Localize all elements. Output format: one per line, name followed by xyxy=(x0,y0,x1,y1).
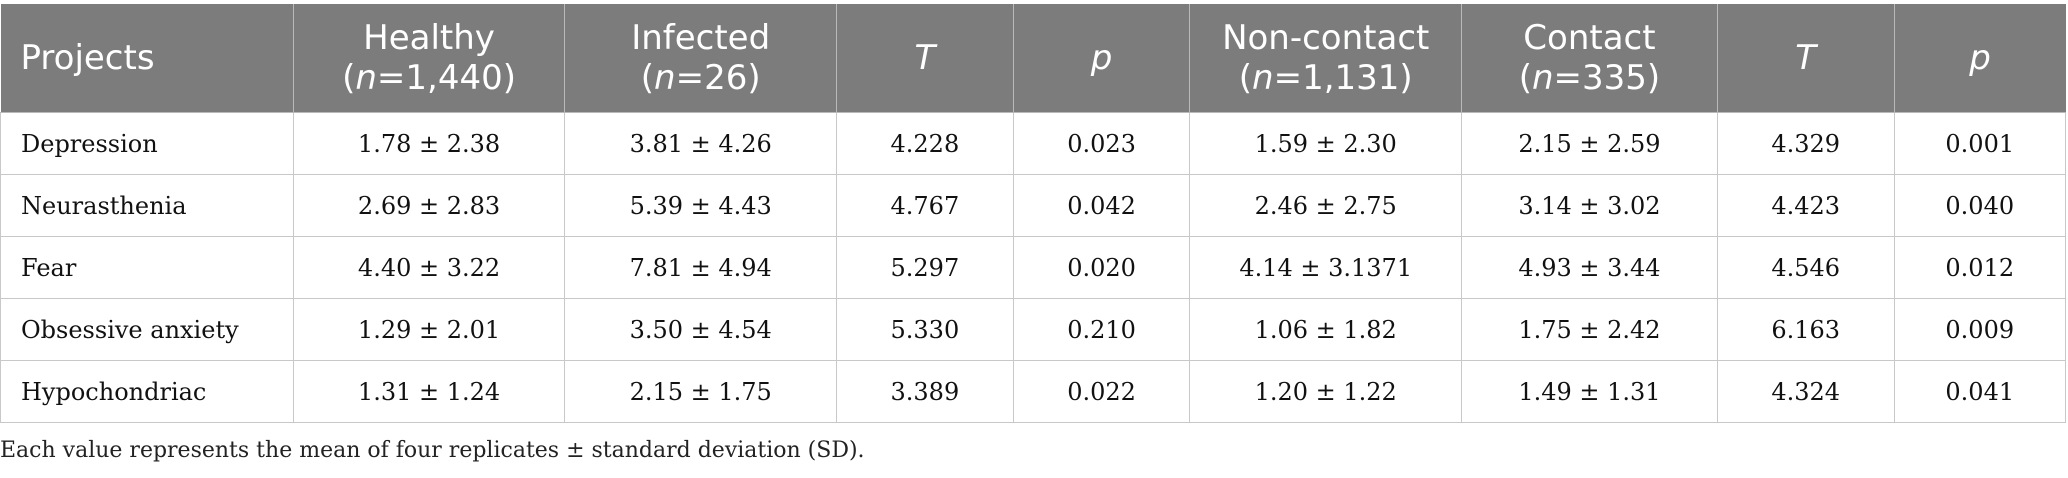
table-footnote: Each value represents the mean of four r… xyxy=(0,438,865,463)
cell-t2: 4.329 xyxy=(1717,112,1895,175)
header-t-2: T xyxy=(1717,4,1895,113)
cell-p1: 0.022 xyxy=(1013,360,1191,423)
cell-p2: 0.009 xyxy=(1894,298,2067,361)
table-row: Fear 4.40 ± 3.22 7.81 ± 4.94 5.297 0.020… xyxy=(0,236,2067,299)
cell-t1: 5.330 xyxy=(836,298,1014,361)
header-healthy: Healthy (n=1,440) xyxy=(293,4,566,113)
cell-t1: 4.228 xyxy=(836,112,1014,175)
header-t-1: T xyxy=(836,4,1014,113)
table-row: Hypochondriac 1.31 ± 1.24 2.15 ± 1.75 3.… xyxy=(0,360,2067,423)
header-p-1: p xyxy=(1013,4,1191,113)
cell-healthy: 1.31 ± 1.24 xyxy=(293,360,566,423)
cell-project: Neurasthenia xyxy=(0,174,294,237)
cell-contact: 3.14 ± 3.02 xyxy=(1461,174,1718,237)
cell-t1: 4.767 xyxy=(836,174,1014,237)
cell-p2: 0.001 xyxy=(1894,112,2067,175)
cell-t1: 5.297 xyxy=(836,236,1014,299)
cell-p1: 0.020 xyxy=(1013,236,1191,299)
cell-infected: 3.50 ± 4.54 xyxy=(564,298,838,361)
cell-contact: 2.15 ± 2.59 xyxy=(1461,112,1718,175)
cell-project: Fear xyxy=(0,236,294,299)
cell-infected: 7.81 ± 4.94 xyxy=(564,236,838,299)
cell-contact: 1.49 ± 1.31 xyxy=(1461,360,1718,423)
cell-noncontact: 1.20 ± 1.22 xyxy=(1189,360,1463,423)
cell-project: Hypochondriac xyxy=(0,360,294,423)
cell-infected: 2.15 ± 1.75 xyxy=(564,360,838,423)
header-row: Projects Healthy (n=1,440) Infected (n=2… xyxy=(0,4,2066,113)
cell-p1: 0.023 xyxy=(1013,112,1191,175)
results-table-wrapper: Projects Healthy (n=1,440) Infected (n=2… xyxy=(0,4,2067,423)
cell-p1: 0.042 xyxy=(1013,174,1191,237)
cell-noncontact: 4.14 ± 3.1371 xyxy=(1189,236,1463,299)
cell-infected: 5.39 ± 4.43 xyxy=(564,174,838,237)
cell-t2: 6.163 xyxy=(1717,298,1895,361)
header-infected: Infected (n=26) xyxy=(564,4,838,113)
cell-p2: 0.041 xyxy=(1894,360,2067,423)
cell-healthy: 4.40 ± 3.22 xyxy=(293,236,566,299)
cell-contact: 1.75 ± 2.42 xyxy=(1461,298,1718,361)
cell-project: Obsessive anxiety xyxy=(0,298,294,361)
table-row: Obsessive anxiety 1.29 ± 2.01 3.50 ± 4.5… xyxy=(0,298,2067,361)
cell-p1: 0.210 xyxy=(1013,298,1191,361)
table-row: Depression 1.78 ± 2.38 3.81 ± 4.26 4.228… xyxy=(0,112,2067,175)
header-noncontact: Non-contact (n=1,131) xyxy=(1189,4,1463,113)
cell-noncontact: 2.46 ± 2.75 xyxy=(1189,174,1463,237)
cell-noncontact: 1.06 ± 1.82 xyxy=(1189,298,1463,361)
cell-p2: 0.040 xyxy=(1894,174,2067,237)
cell-healthy: 2.69 ± 2.83 xyxy=(293,174,566,237)
table-row: Neurasthenia 2.69 ± 2.83 5.39 ± 4.43 4.7… xyxy=(0,174,2067,237)
cell-contact: 4.93 ± 3.44 xyxy=(1461,236,1718,299)
cell-t2: 4.546 xyxy=(1717,236,1895,299)
header-p-2: p xyxy=(1894,4,2066,113)
cell-project: Depression xyxy=(0,112,294,175)
cell-noncontact: 1.59 ± 2.30 xyxy=(1189,112,1463,175)
results-table: Projects Healthy (n=1,440) Infected (n=2… xyxy=(0,4,2067,423)
cell-healthy: 1.78 ± 2.38 xyxy=(293,112,566,175)
cell-infected: 3.81 ± 4.26 xyxy=(564,112,838,175)
header-projects: Projects xyxy=(0,4,294,113)
cell-t1: 3.389 xyxy=(836,360,1014,423)
cell-healthy: 1.29 ± 2.01 xyxy=(293,298,566,361)
cell-t2: 4.324 xyxy=(1717,360,1895,423)
cell-t2: 4.423 xyxy=(1717,174,1895,237)
header-contact: Contact (n=335) xyxy=(1461,4,1718,113)
cell-p2: 0.012 xyxy=(1894,236,2067,299)
